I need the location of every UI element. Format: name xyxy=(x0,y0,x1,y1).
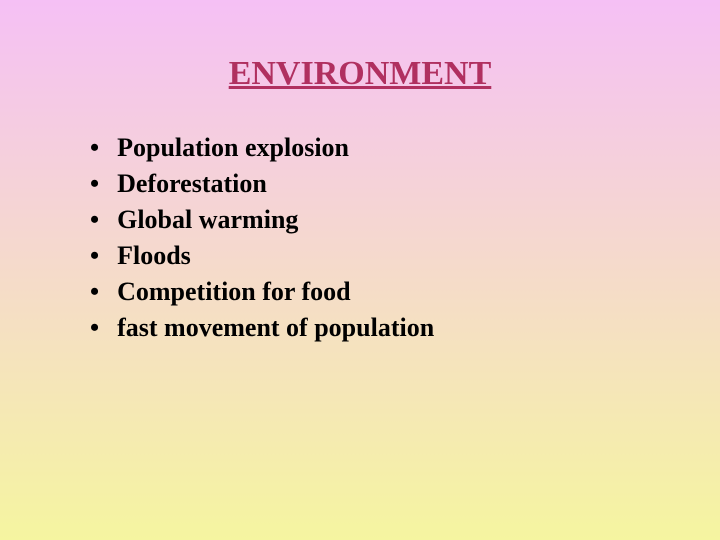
list-item: • fast movement of population xyxy=(90,313,650,343)
list-item: • Population explosion xyxy=(90,133,650,163)
bullet-icon: • xyxy=(90,133,99,163)
bullet-text: Competition for food xyxy=(117,277,351,307)
list-item: • Competition for food xyxy=(90,277,650,307)
bullet-text: fast movement of population xyxy=(117,313,434,343)
bullet-icon: • xyxy=(90,277,99,307)
bullet-text: Population explosion xyxy=(117,133,349,163)
bullet-text: Floods xyxy=(117,241,191,271)
bullet-text: Deforestation xyxy=(117,169,267,199)
slide-title: ENVIRONMENT xyxy=(70,55,650,93)
bullet-icon: • xyxy=(90,169,99,199)
bullet-list: • Population explosion • Deforestation •… xyxy=(70,133,650,343)
bullet-icon: • xyxy=(90,313,99,343)
bullet-icon: • xyxy=(90,205,99,235)
bullet-text: Global warming xyxy=(117,205,298,235)
list-item: • Deforestation xyxy=(90,169,650,199)
list-item: • Floods xyxy=(90,241,650,271)
slide: ENVIRONMENT • Population explosion • Def… xyxy=(0,0,720,540)
bullet-icon: • xyxy=(90,241,99,271)
list-item: • Global warming xyxy=(90,205,650,235)
